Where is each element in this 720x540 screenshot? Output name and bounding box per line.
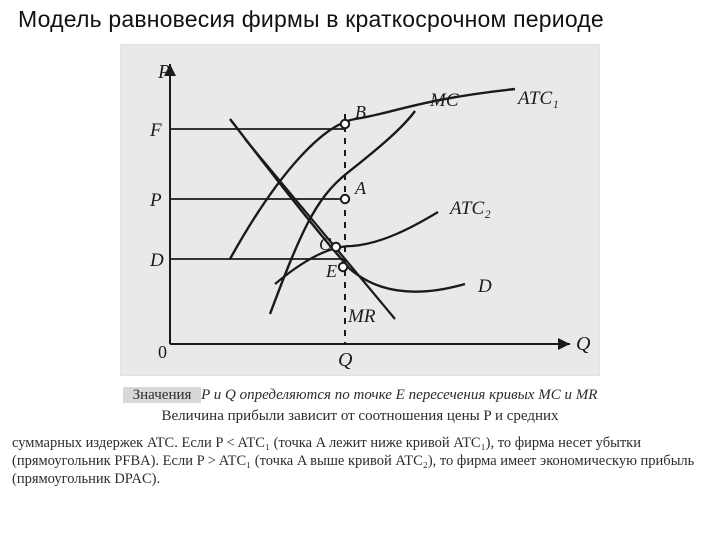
point-E: E — [325, 261, 347, 281]
ytick-F: F — [149, 120, 162, 141]
svg-text:C: C — [319, 234, 332, 254]
ytick-D: D — [149, 250, 164, 271]
curve-mc-label: MC — [429, 90, 459, 111]
caption-para2: суммарных издержек ATC. Если P < ATC₁ (т… — [12, 434, 708, 488]
curve-mr-label: MR — [347, 306, 376, 327]
caption-line1: Значения P и Q определяются по точке E п… — [12, 386, 708, 405]
caption-line2: Величина прибыли зависит от соотношения … — [12, 407, 708, 426]
x-axis-label: Q — [576, 333, 591, 355]
svg-text:E: E — [325, 261, 337, 281]
caption-line1-body: P и Q определяются по точке E пересечени… — [201, 387, 597, 403]
equilibrium-chart: 0 Q P F P D Q ATC₁ MC D ATC₂ MR — [120, 44, 600, 376]
curve-mr — [245, 139, 395, 319]
svg-text:A: A — [354, 178, 367, 198]
caption-lead: Значения — [123, 387, 202, 403]
ytick-P: P — [149, 190, 162, 211]
xtick-Q: Q — [338, 349, 353, 371]
origin-label: 0 — [158, 342, 167, 362]
point-C: C — [319, 234, 340, 254]
page-title: Модель равновесия фирмы в краткосрочном … — [18, 6, 604, 33]
curve-mc — [270, 111, 415, 314]
curve-atc1-label: ATC₁ — [516, 88, 559, 109]
y-axis-label: P — [157, 61, 170, 83]
curve-d-label: D — [477, 276, 492, 297]
chart-svg: 0 Q P F P D Q ATC₁ MC D ATC₂ MR — [120, 44, 600, 376]
caption-block: Значения P и Q определяются по точке E п… — [2, 384, 718, 490]
svg-text:B: B — [355, 102, 366, 122]
curve-atc2-label: ATC₂ — [448, 198, 491, 219]
